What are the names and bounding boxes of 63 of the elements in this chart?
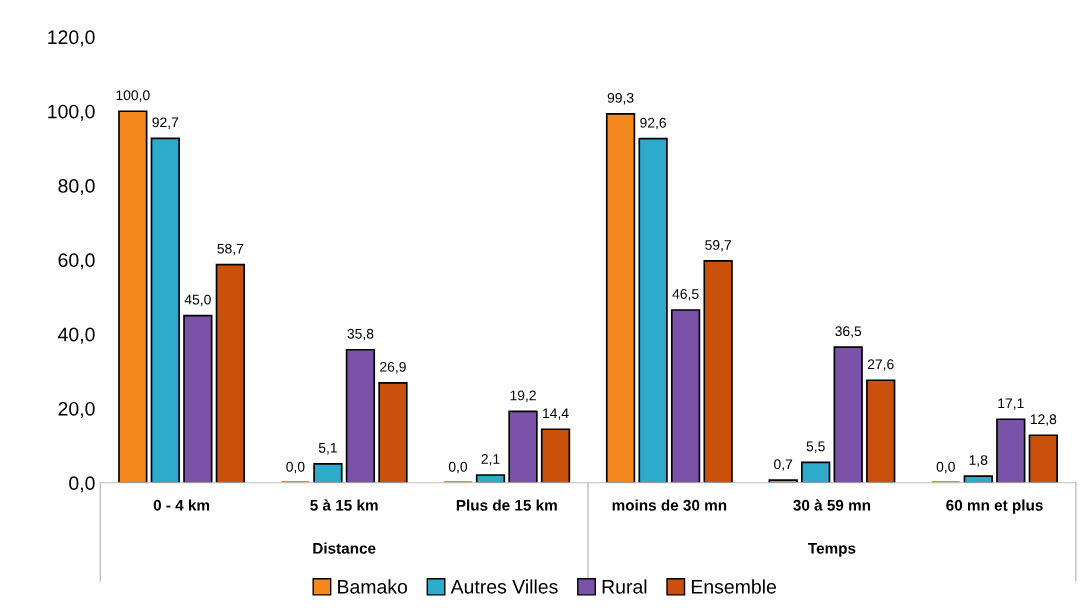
bar [508, 410, 538, 483]
y-tick-label: 0,0 [69, 476, 95, 493]
bar [605, 112, 636, 483]
data-label: 92,7 [152, 117, 179, 129]
bar [1028, 434, 1058, 483]
legend-label: Ensemble [691, 579, 776, 594]
data-label: 58,7 [217, 243, 244, 256]
bar [703, 260, 733, 483]
y-tick-label: 100,0 [48, 104, 95, 121]
x-tick-label: 0 - 4 km [153, 499, 210, 511]
data-label: 26,9 [380, 361, 406, 374]
data-label: 59,7 [705, 240, 731, 252]
x-tick-label: 60 mn et plus [946, 499, 1043, 514]
y-tick-label: 120,0 [48, 30, 95, 47]
data-label: 92,6 [640, 117, 666, 130]
bar [833, 346, 863, 483]
bar [670, 309, 701, 483]
y-tick-label: 40,0 [58, 327, 95, 344]
data-label: 14,4 [543, 408, 569, 420]
legend-label: Rural [602, 579, 647, 594]
data-label: 0,7 [774, 459, 793, 471]
bar [215, 263, 246, 483]
bar [118, 110, 148, 483]
y-tick-label: 60,0 [58, 253, 95, 270]
bar [963, 475, 993, 483]
bar [638, 137, 668, 483]
legend-label: Bamako [338, 579, 408, 594]
x-tick-label: 30 à 59 mn [793, 499, 871, 511]
data-label: 5,1 [318, 443, 337, 455]
data-label: 0,0 [936, 461, 955, 474]
legend-label: Autres Villes [450, 579, 558, 594]
data-label: 99,3 [607, 92, 634, 105]
data-label: 17,1 [998, 398, 1024, 410]
text: Temps [808, 543, 856, 557]
bar [183, 314, 213, 483]
bar [540, 428, 571, 483]
data-label: 0,0 [448, 461, 468, 474]
x-tick-label: moins de 30 mn [612, 499, 727, 511]
bar [475, 474, 506, 483]
data-label: 5,5 [806, 441, 825, 453]
data-label: 46,5 [672, 289, 699, 301]
data-label: 0,0 [286, 461, 305, 474]
bar [345, 348, 376, 483]
data-label: 1,8 [969, 455, 988, 467]
data-label: 45,0 [184, 294, 211, 307]
data-label: 19,2 [510, 390, 536, 402]
text: Distance [313, 542, 376, 554]
bar [801, 461, 831, 483]
data-label: 27,6 [867, 359, 894, 371]
x-tick-label: Plus de 15 km [456, 499, 557, 511]
x-tick-label: 5 à 15 km [310, 499, 378, 511]
bar [866, 379, 896, 483]
bar [313, 462, 343, 483]
data-label: 2,1 [481, 454, 500, 466]
bar [996, 418, 1026, 483]
data-label: 12,8 [1030, 414, 1057, 426]
y-tick-label: 80,0 [58, 178, 95, 196]
data-label: 36,5 [835, 326, 862, 338]
data-label: 100,0 [116, 90, 150, 102]
y-tick-label: 20,0 [58, 401, 95, 418]
data-label: 35,8 [347, 328, 374, 341]
bar [150, 137, 180, 483]
bar [378, 381, 408, 483]
